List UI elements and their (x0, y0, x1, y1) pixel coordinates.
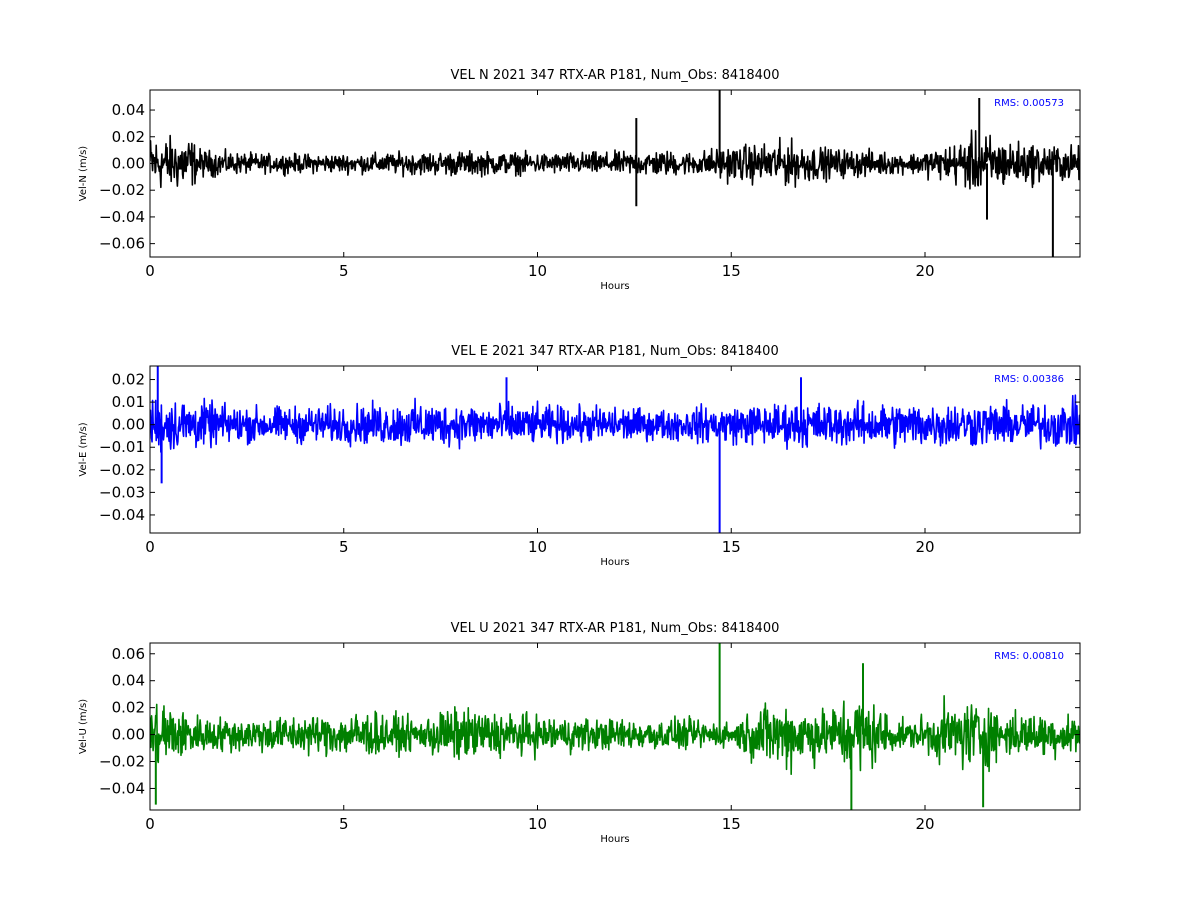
ytick-label-north-2: 0.00 (112, 154, 145, 172)
ytick-label-east-6: −0.04 (99, 506, 145, 524)
y-axis-label-north: Vel-N (m/s) (78, 146, 89, 201)
axes-frame-east (149, 365, 1081, 534)
xtick-label-up-3: 15 (722, 815, 741, 833)
y-axis-label-up: Vel-U (m/s) (78, 699, 89, 754)
xtick-label-north-4: 20 (915, 262, 934, 280)
rms-annotation-east: RMS: 0.00386 (994, 374, 1064, 385)
xtick-label-up-2: 10 (528, 815, 547, 833)
x-axis-label-east: Hours (600, 557, 629, 568)
ytick-label-north-1: 0.02 (112, 128, 145, 146)
ytick-label-east-3: −0.01 (99, 438, 145, 456)
ytick-label-east-5: −0.03 (99, 483, 145, 501)
axes-frame-north (149, 89, 1081, 258)
ytick-label-east-4: −0.02 (99, 461, 145, 479)
ytick-label-up-4: −0.02 (99, 753, 145, 771)
xtick-label-north-1: 5 (339, 262, 349, 280)
x-axis-label-north: Hours (600, 281, 629, 292)
xtick-label-east-0: 0 (145, 538, 155, 556)
ytick-label-up-1: 0.04 (112, 672, 145, 690)
ytick-label-up-2: 0.02 (112, 699, 145, 717)
ytick-label-north-5: −0.06 (99, 235, 145, 253)
series-line-up (150, 694, 1080, 775)
ytick-label-east-1: 0.01 (112, 393, 145, 411)
x-axis-label-up: Hours (600, 834, 629, 845)
axes-frame-up (149, 642, 1081, 811)
ytick-label-up-0: 0.06 (112, 645, 145, 663)
xtick-label-east-1: 5 (339, 538, 349, 556)
panel-north: VEL N 2021 347 RTX-AR P181, Num_Obs: 841… (78, 68, 1081, 292)
ytick-label-north-4: −0.04 (99, 208, 145, 226)
series-line-north (150, 129, 1080, 190)
ytick-label-north-0: 0.04 (112, 101, 145, 119)
rms-annotation-up: RMS: 0.00810 (994, 651, 1064, 662)
xtick-label-east-2: 10 (528, 538, 547, 556)
y-axis-label-east: Vel-E (m/s) (78, 422, 89, 476)
xtick-label-north-0: 0 (145, 262, 155, 280)
plot-title-north: VEL N 2021 347 RTX-AR P181, Num_Obs: 841… (451, 68, 780, 83)
xtick-label-east-3: 15 (722, 538, 741, 556)
plot-title-east: VEL E 2021 347 RTX-AR P181, Num_Obs: 841… (451, 344, 778, 359)
ytick-label-up-5: −0.04 (99, 779, 145, 797)
xtick-label-up-4: 20 (915, 815, 934, 833)
xtick-label-north-2: 10 (528, 262, 547, 280)
xtick-label-up-0: 0 (145, 815, 155, 833)
ytick-label-north-3: −0.02 (99, 181, 145, 199)
series-line-east (150, 394, 1080, 453)
xtick-label-up-1: 5 (339, 815, 349, 833)
ytick-label-east-2: 0.00 (112, 416, 145, 434)
xtick-label-north-3: 15 (722, 262, 741, 280)
ytick-label-up-3: 0.00 (112, 726, 145, 744)
plot-title-up: VEL U 2021 347 RTX-AR P181, Num_Obs: 841… (451, 621, 780, 636)
panel-east: VEL E 2021 347 RTX-AR P181, Num_Obs: 841… (78, 344, 1081, 568)
rms-annotation-north: RMS: 0.00573 (994, 98, 1064, 109)
xtick-label-east-4: 20 (915, 538, 934, 556)
panel-up: VEL U 2021 347 RTX-AR P181, Num_Obs: 841… (78, 621, 1081, 845)
ytick-label-east-0: 0.02 (112, 371, 145, 389)
